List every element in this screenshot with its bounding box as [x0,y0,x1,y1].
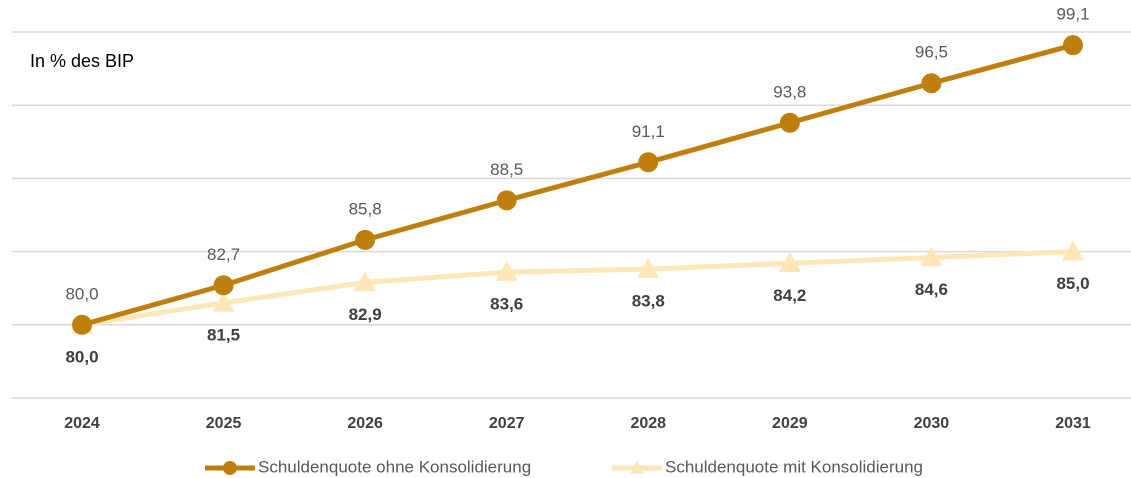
point [637,258,660,278]
data-label: 84,6 [915,280,948,299]
point [638,152,659,173]
x-tick-label: 2027 [489,415,525,432]
legend-label: Schuldenquote mit Konsolidierung [665,457,923,476]
x-tick-label: 2025 [206,415,242,432]
point [72,314,92,335]
data-label: 85,0 [1056,274,1089,293]
series-line [81,249,1074,328]
x-tick-label: 2030 [914,415,950,432]
data-label: 93,8 [773,82,806,101]
point [212,291,235,312]
chart-title: In % des BIP [30,51,134,71]
data-label: 82,7 [207,245,240,264]
point [213,275,234,296]
point [630,461,644,474]
data-label: 80,0 [65,284,98,303]
data-label: 83,8 [632,292,665,311]
data-label: 99,1 [1056,5,1089,24]
data-label: 80,0 [65,347,98,366]
point [355,229,376,250]
x-tick-label: 2024 [64,415,100,432]
data-label: 96,5 [915,43,948,62]
point [223,461,237,475]
point [1061,240,1084,261]
data-label: 88,5 [490,160,523,179]
data-label: 85,8 [349,199,382,218]
point [778,252,801,273]
data-label: 81,5 [207,325,240,344]
series-line [81,42,1074,328]
point [779,112,800,133]
point [495,261,518,281]
point [354,271,377,292]
x-tick-label: 2029 [772,415,808,432]
data-label: 83,6 [490,295,523,314]
point [1062,35,1083,56]
legend-label: Schuldenquote ohne Konsolidierung [258,457,531,476]
data-label: 91,1 [632,122,665,141]
x-tick-label: 2028 [630,415,666,432]
data-label: 82,9 [349,305,382,324]
point [496,190,517,211]
x-tick-label: 2031 [1055,415,1091,432]
point [921,73,942,94]
point [920,246,943,267]
data-label: 84,2 [773,286,806,305]
x-tick-label: 2026 [347,415,383,432]
